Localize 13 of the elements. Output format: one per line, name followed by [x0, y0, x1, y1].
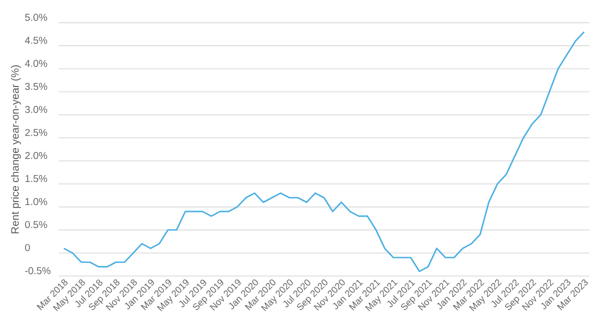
y-axis-title: Rent price change year-on-year (%) — [10, 65, 21, 234]
y-tick-label: 1.5% — [25, 175, 48, 182]
y-tick-label: 0.5% — [25, 221, 48, 228]
y-tick-label: 2.5% — [25, 128, 48, 136]
y-tick-label: 0 — [25, 244, 30, 252]
y-tick-label: 2.0% — [25, 152, 48, 160]
y-tick-label: 3.0% — [25, 106, 48, 114]
y-tick-label: 4.5% — [24, 36, 48, 44]
y-tick-label: 5.0% — [25, 14, 48, 21]
y-tick-label: 3.5% — [25, 82, 48, 90]
y-tick-label: 1.0% — [25, 198, 48, 206]
y-tick-label: -0.5% — [25, 267, 50, 274]
y-tick-label: 4.0% — [24, 60, 48, 67]
